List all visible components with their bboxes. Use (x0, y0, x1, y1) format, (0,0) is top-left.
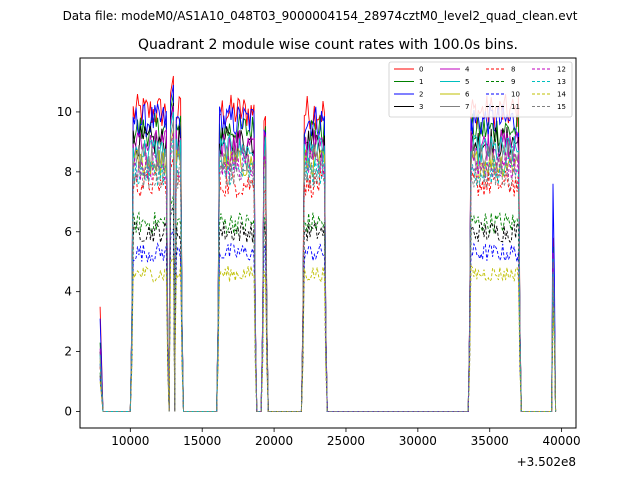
legend-label-7: 7 (465, 103, 469, 111)
x-tick-label: 15000 (183, 434, 221, 448)
legend-label-0: 0 (419, 66, 423, 74)
legend-label-13: 13 (557, 78, 566, 86)
figure-suptitle: Data file: modeM0/AS1A10_048T03_90000041… (63, 9, 578, 23)
x-tick-label: 25000 (327, 434, 365, 448)
series-line-10 (99, 228, 557, 412)
legend-box (388, 61, 573, 118)
legend-label-8: 8 (511, 66, 515, 74)
x-tick-label: 40000 (543, 434, 581, 448)
x-tick-label: 35000 (471, 434, 509, 448)
plot-frame (79, 57, 577, 429)
legend-label-15: 15 (557, 103, 566, 111)
y-tick-label: 2 (64, 345, 72, 359)
legend-label-2: 2 (419, 91, 423, 99)
x-tick-label: 20000 (255, 434, 293, 448)
axis-ticks: 10000 15000 20000 25000 30000 35000 40000 0 2 4 6 8… (57, 105, 581, 448)
y-tick-label: 8 (64, 165, 72, 179)
x-offset-label: +3.502e8 (517, 455, 576, 469)
legend-label-14: 14 (557, 91, 566, 99)
legend-label-12: 12 (557, 66, 566, 74)
legend-label-4: 4 (465, 66, 470, 74)
legend-label-11: 11 (511, 103, 520, 111)
series-line-12 (99, 132, 557, 412)
x-tick-label: 10000 (111, 434, 149, 448)
legend-label-1: 1 (419, 78, 423, 86)
legend-label-6: 6 (465, 91, 470, 99)
series-line-15 (99, 144, 557, 412)
chart-title: Quadrant 2 module wise count rates with … (138, 37, 518, 53)
series-line-13 (99, 138, 557, 412)
legend-label-5: 5 (465, 78, 469, 86)
y-tick-label: 4 (64, 285, 72, 299)
legend-label-3: 3 (419, 103, 423, 111)
y-tick-label: 10 (57, 105, 72, 119)
y-tick-label: 0 (64, 405, 72, 419)
series-line-9 (99, 195, 557, 412)
x-tick-label: 30000 (399, 434, 437, 448)
series-line-11 (99, 204, 557, 412)
series-layer (99, 75, 557, 412)
legend-label-9: 9 (511, 78, 515, 86)
y-tick-label: 6 (64, 225, 72, 239)
legend-label-10: 10 (511, 91, 520, 99)
